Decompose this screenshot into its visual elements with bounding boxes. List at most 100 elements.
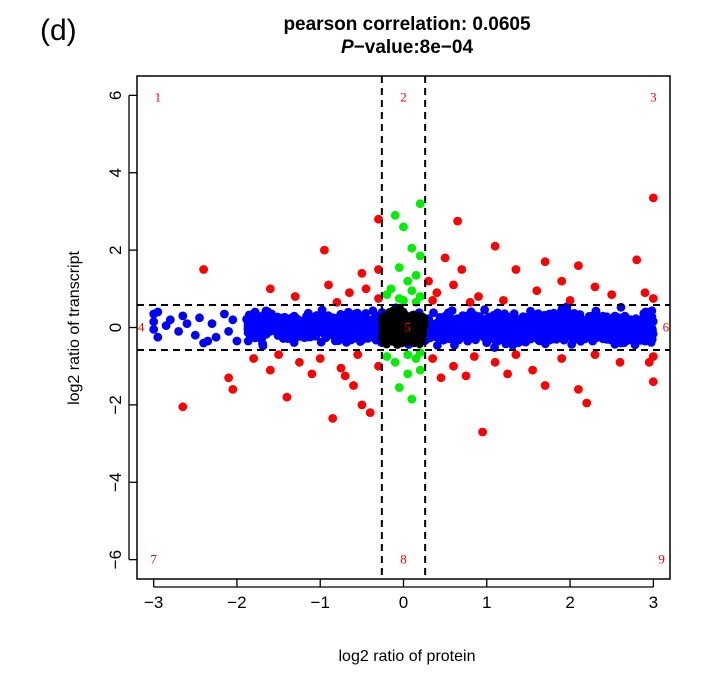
blue-point (286, 332, 296, 342)
blue-point (632, 321, 642, 330)
blue-point (540, 314, 550, 324)
blue-point (284, 314, 294, 324)
blue-point (619, 317, 629, 327)
blue-point (250, 333, 260, 343)
blue-point (254, 325, 263, 335)
green-point (399, 296, 408, 305)
blue-point (149, 325, 159, 334)
blue-point (598, 311, 608, 321)
y-tick-label: −6 (106, 550, 125, 569)
blue-point (619, 338, 629, 348)
blue-point (463, 313, 473, 322)
chart-title: pearson correlation: 0.0605 (283, 14, 531, 35)
blue-point (243, 318, 253, 327)
black-point (395, 310, 405, 320)
blue-point (439, 335, 448, 345)
blue-point (261, 306, 271, 316)
blue-point (528, 319, 537, 329)
x-tick-label: 2 (565, 593, 574, 612)
green-point (403, 350, 413, 359)
blue-point (316, 337, 326, 347)
blue-point (261, 327, 271, 336)
blue-point (195, 313, 204, 323)
blue-point (224, 327, 234, 336)
red-point (307, 369, 317, 379)
blue-point (153, 332, 163, 342)
red-point (265, 365, 275, 375)
red-point (557, 276, 567, 286)
chart-subtitle-italic: P (341, 37, 354, 58)
red-point (349, 381, 358, 390)
x-tick-label: −3 (144, 593, 163, 612)
blue-point (567, 340, 577, 349)
blue-point (324, 311, 333, 321)
blue-point (472, 315, 482, 325)
black-point (416, 324, 426, 334)
blue-point (646, 319, 656, 329)
red-point (478, 427, 487, 437)
blue-point (273, 312, 282, 322)
blue-point (571, 324, 581, 333)
blue-point (505, 332, 514, 341)
blue-point (350, 311, 360, 320)
black-point (401, 335, 410, 345)
blue-point (429, 308, 438, 318)
red-point (574, 261, 583, 270)
x-tick-label: 3 (649, 593, 658, 612)
blue-point (454, 335, 464, 345)
blue-point (178, 311, 188, 321)
x-tick-label: −2 (227, 593, 246, 612)
red-point (295, 357, 304, 367)
blue-point (645, 328, 655, 338)
blue-point (640, 336, 650, 346)
red-point (469, 352, 479, 361)
x-tick-label: −1 (311, 593, 330, 612)
blue-point (346, 321, 356, 330)
blue-point (630, 337, 640, 347)
red-point (449, 280, 458, 290)
blue-point (370, 324, 379, 334)
blue-point (606, 335, 616, 345)
red-point (648, 352, 658, 361)
red-point (361, 284, 371, 294)
red-point (648, 193, 658, 203)
red-point (440, 253, 450, 263)
blue-point (538, 331, 547, 341)
blue-point (273, 331, 283, 340)
blue-point (165, 315, 175, 325)
y-tick-label: −2 (106, 395, 125, 414)
blue-point (317, 327, 326, 337)
blue-point (493, 336, 502, 346)
chart-subtitle: P−value:8e−04 (341, 37, 473, 58)
blue-point (553, 320, 563, 330)
y-tick-label: 2 (106, 245, 125, 254)
red-point (590, 282, 600, 292)
red-point (540, 257, 550, 267)
red-point (353, 350, 363, 359)
red-point (490, 357, 500, 367)
blue-point (626, 315, 635, 325)
red-point (428, 354, 437, 363)
green-point (403, 276, 413, 286)
blue-point (513, 330, 523, 340)
blue-point (551, 333, 560, 343)
y-tick-label: 6 (106, 91, 125, 100)
blue-point (174, 327, 184, 336)
region-label: 3 (650, 89, 657, 104)
red-point (565, 296, 575, 305)
blue-point (317, 310, 327, 320)
region-label: 7 (150, 552, 157, 567)
blue-point (499, 316, 509, 326)
black-point (387, 321, 397, 330)
red-point (453, 216, 462, 226)
red-point (424, 276, 433, 286)
region-label: 8 (400, 552, 407, 567)
red-point (436, 373, 446, 383)
red-point (503, 369, 512, 379)
green-point (411, 270, 421, 280)
blue-point (483, 330, 493, 339)
blue-point (469, 322, 478, 331)
blue-point (480, 305, 489, 315)
red-point (199, 265, 209, 274)
green-point (394, 383, 404, 392)
